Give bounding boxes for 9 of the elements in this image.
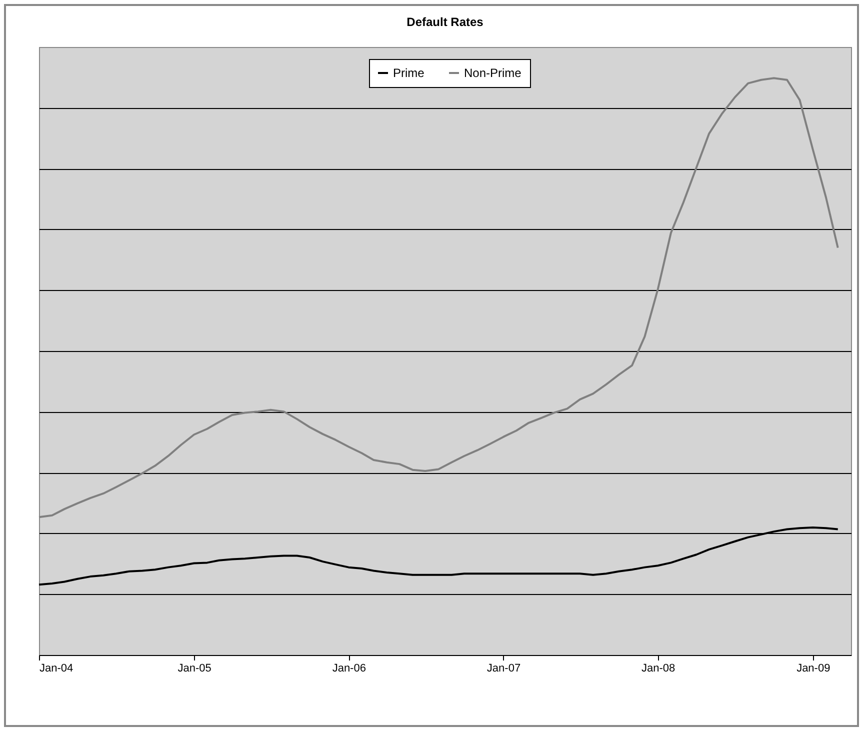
x-tick-label: Jan-08 <box>642 662 676 674</box>
x-tick-label: Jan-07 <box>486 662 521 674</box>
x-tick-label: Jan-09 <box>796 662 830 674</box>
x-tick-label: Jan-05 <box>178 662 212 674</box>
x-tick-label: Jan-06 <box>332 662 366 674</box>
legend-label: Non-Prime <box>464 66 522 80</box>
chart-title: Default Rates <box>406 15 484 29</box>
x-tick-label: Jan-04 <box>40 662 74 674</box>
legend-label: Prime <box>393 66 425 80</box>
